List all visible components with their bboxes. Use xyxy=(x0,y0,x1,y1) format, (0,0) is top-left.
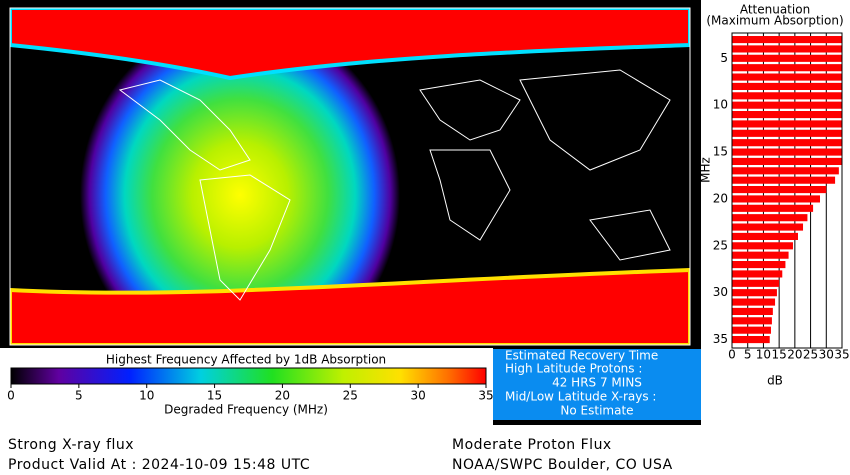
bar xyxy=(732,279,780,287)
colorbar-title: Highest Frequency Affected by 1dB Absorp… xyxy=(106,353,386,367)
absorption-map xyxy=(10,8,690,345)
bar xyxy=(732,204,814,212)
x-tick-label: 25 xyxy=(803,348,818,362)
coastlines xyxy=(118,69,671,301)
bar xyxy=(732,92,842,100)
bar xyxy=(732,289,777,297)
y-tick-label: 20 xyxy=(713,191,728,205)
colorbar-tick-label: 25 xyxy=(343,389,358,403)
y-tick-label: 25 xyxy=(713,238,728,252)
colorbar-tick-label: 5 xyxy=(75,389,83,403)
colorbar-label: Degraded Frequency (MHz) xyxy=(164,403,328,417)
y-tick-label: 30 xyxy=(713,285,728,299)
x-tick-label: 35 xyxy=(834,348,849,362)
bar xyxy=(732,270,783,278)
bar xyxy=(732,54,842,62)
x-tick-label: 20 xyxy=(787,348,802,362)
bar xyxy=(732,307,773,315)
bar xyxy=(732,176,836,184)
y-tick-label: 10 xyxy=(713,98,728,112)
y-tick-label: 15 xyxy=(713,145,728,159)
bar xyxy=(732,129,842,137)
footer-left-2: Product Valid At : 2024-10-09 15:48 UTC xyxy=(8,457,310,473)
bar xyxy=(732,195,820,203)
bar xyxy=(732,242,793,250)
bar xyxy=(732,157,842,165)
recovery-box xyxy=(493,349,701,420)
plot-frame xyxy=(731,32,843,349)
y-tick-label: 35 xyxy=(713,332,728,346)
colorbar-tick-label: 15 xyxy=(207,389,222,403)
bar xyxy=(732,223,804,231)
colorbar-tick-label: 35 xyxy=(478,389,493,403)
low-value: No Estimate xyxy=(560,404,633,418)
bar xyxy=(732,45,842,53)
colorbar-tick-label: 10 xyxy=(139,389,154,403)
chart-subtitle: (Maximum Absorption) xyxy=(706,14,843,28)
footer xyxy=(0,425,850,475)
bar xyxy=(732,214,808,222)
bar xyxy=(732,111,842,119)
x-tick-label: 30 xyxy=(819,348,834,362)
bar xyxy=(732,139,842,147)
colorbar-tick-label: 30 xyxy=(411,389,426,403)
x-tick-label: 5 xyxy=(744,348,752,362)
x-tick-label: 0 xyxy=(728,348,736,362)
bar xyxy=(732,261,786,269)
south-cap xyxy=(10,267,690,345)
bar xyxy=(732,326,771,334)
x-tick-label: 15 xyxy=(772,348,787,362)
bar xyxy=(732,148,842,156)
footer-left-1: Strong X-ray flux xyxy=(8,437,134,453)
colorbar-tick-label: 0 xyxy=(7,389,15,403)
colorbar-panel xyxy=(0,348,493,425)
absorption-region xyxy=(80,20,400,345)
recovery-title: Estimated Recovery Time xyxy=(505,349,658,363)
bar xyxy=(732,101,842,109)
high-label: High Latitude Protons : xyxy=(505,362,642,376)
colorbar-tick-label: 20 xyxy=(275,389,290,403)
x-tick-label: 10 xyxy=(756,348,771,362)
colorbar xyxy=(10,367,487,385)
footer-right-1: Moderate Proton Flux xyxy=(452,437,612,453)
bar xyxy=(732,73,842,81)
bar xyxy=(732,317,772,325)
north-cap xyxy=(10,8,690,81)
y-axis-label: MHz xyxy=(699,157,713,183)
low-label: Mid/Low Latitude X-rays : xyxy=(505,390,656,404)
chart-title: Attenuation xyxy=(740,3,810,17)
high-value: 42 HRS 7 MINS xyxy=(552,376,642,390)
bar xyxy=(732,167,839,175)
bar xyxy=(732,186,827,194)
footer-right-2: NOAA/SWPC Boulder, CO USA xyxy=(452,457,673,473)
x-axis-label: dB xyxy=(767,374,783,388)
bar xyxy=(732,120,842,128)
bar xyxy=(732,64,842,72)
bar xyxy=(732,251,789,259)
bar xyxy=(732,232,798,240)
bar xyxy=(732,298,776,306)
bar xyxy=(732,336,770,344)
y-tick-label: 5 xyxy=(720,51,728,65)
bar xyxy=(732,36,842,44)
map-frame xyxy=(9,7,691,346)
bar xyxy=(732,82,842,90)
